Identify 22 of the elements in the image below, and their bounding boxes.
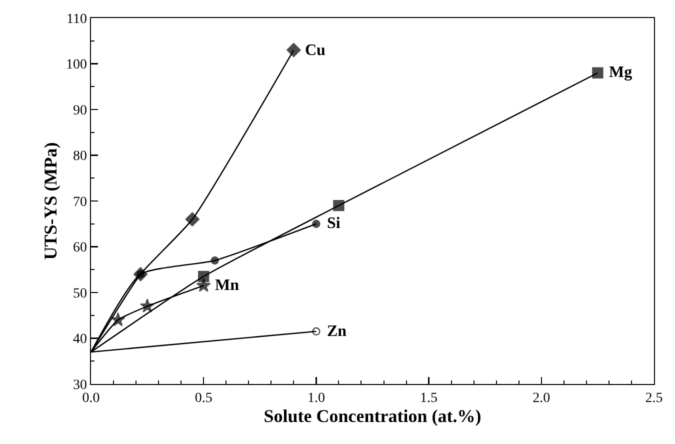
y-tick-label: 80 bbox=[73, 149, 87, 164]
series-label: Si bbox=[327, 215, 341, 232]
series-label: Cu bbox=[305, 42, 326, 59]
y-tick-label: 90 bbox=[73, 103, 87, 118]
y-tick-label: 70 bbox=[73, 194, 87, 210]
x-tick-label: 1.5 bbox=[420, 391, 438, 406]
y-tick-label: 50 bbox=[73, 286, 87, 302]
y-tick-label: 100 bbox=[66, 58, 87, 73]
x-axis-title: Solute Concentration (at.%) bbox=[264, 406, 482, 426]
y-axis-title: UTS-YS (MPa) bbox=[40, 142, 60, 260]
series-label: Mg bbox=[609, 64, 632, 81]
y-tick-label: 110 bbox=[66, 12, 87, 27]
x-tick-label: 0.5 bbox=[194, 391, 212, 406]
x-tick-label: 0.0 bbox=[82, 391, 100, 406]
x-tick-label: 2.0 bbox=[532, 391, 550, 406]
y-tick-label: 40 bbox=[73, 332, 87, 348]
y-tick-label: 30 bbox=[73, 378, 87, 393]
series-label: Mn bbox=[215, 277, 240, 294]
y-tick-label: 60 bbox=[73, 240, 87, 256]
x-tick-label: 1.0 bbox=[307, 391, 325, 406]
series-label: Zn bbox=[327, 323, 347, 340]
x-tick-label: 2.5 bbox=[645, 391, 663, 406]
